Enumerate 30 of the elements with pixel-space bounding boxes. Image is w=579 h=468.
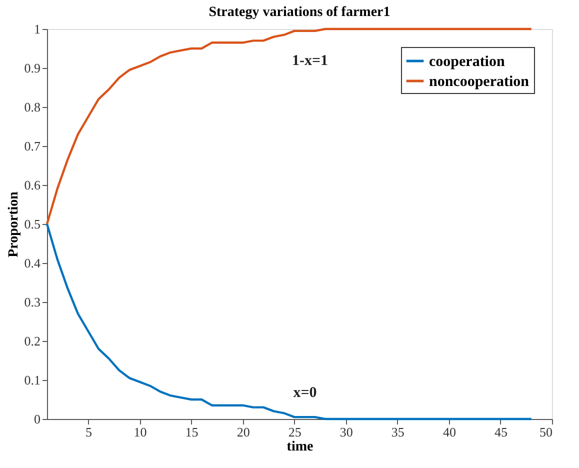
y-tick-label: 0.4 xyxy=(24,256,41,270)
legend-label: cooperation xyxy=(429,54,506,70)
x-tick-label: 10 xyxy=(134,424,147,440)
x-tick-label: 5 xyxy=(85,424,92,440)
x-axis-title: time xyxy=(286,440,314,454)
legend-label: noncooperation xyxy=(429,74,530,90)
y-tick-label: 0.3 xyxy=(24,294,40,310)
x-tick-label: 35 xyxy=(391,424,404,440)
y-tick-label: 0.6 xyxy=(24,178,41,192)
x-tick-label: 30 xyxy=(340,424,353,440)
x-tick-label: 40 xyxy=(442,424,456,440)
line-series xyxy=(46,28,532,226)
y-tick-label: 0.9 xyxy=(24,60,40,76)
annotation: x=0 xyxy=(293,385,317,401)
y-tick-label: 0 xyxy=(34,412,40,426)
line-series xyxy=(46,222,532,420)
y-tick-label: 0.8 xyxy=(24,100,40,114)
chart-title: Strategy variations of farmer1 xyxy=(208,5,390,20)
y-tick-label: 0.2 xyxy=(24,334,40,348)
y-tick-label: 0.5 xyxy=(24,216,40,232)
x-tick-label: 25 xyxy=(288,424,302,440)
annotation: 1-x=1 xyxy=(292,53,328,69)
y-axis-title: Proportion xyxy=(6,191,22,258)
x-tick-label: 20 xyxy=(236,424,250,440)
y-tick-label: 0.7 xyxy=(24,138,41,154)
x-tick-label: 45 xyxy=(494,424,508,440)
y-tick-label: 0.1 xyxy=(24,372,40,388)
y-tick-label: 1 xyxy=(34,22,40,36)
x-tick-label: 15 xyxy=(185,424,198,440)
x-tick-label: 50 xyxy=(540,424,552,440)
